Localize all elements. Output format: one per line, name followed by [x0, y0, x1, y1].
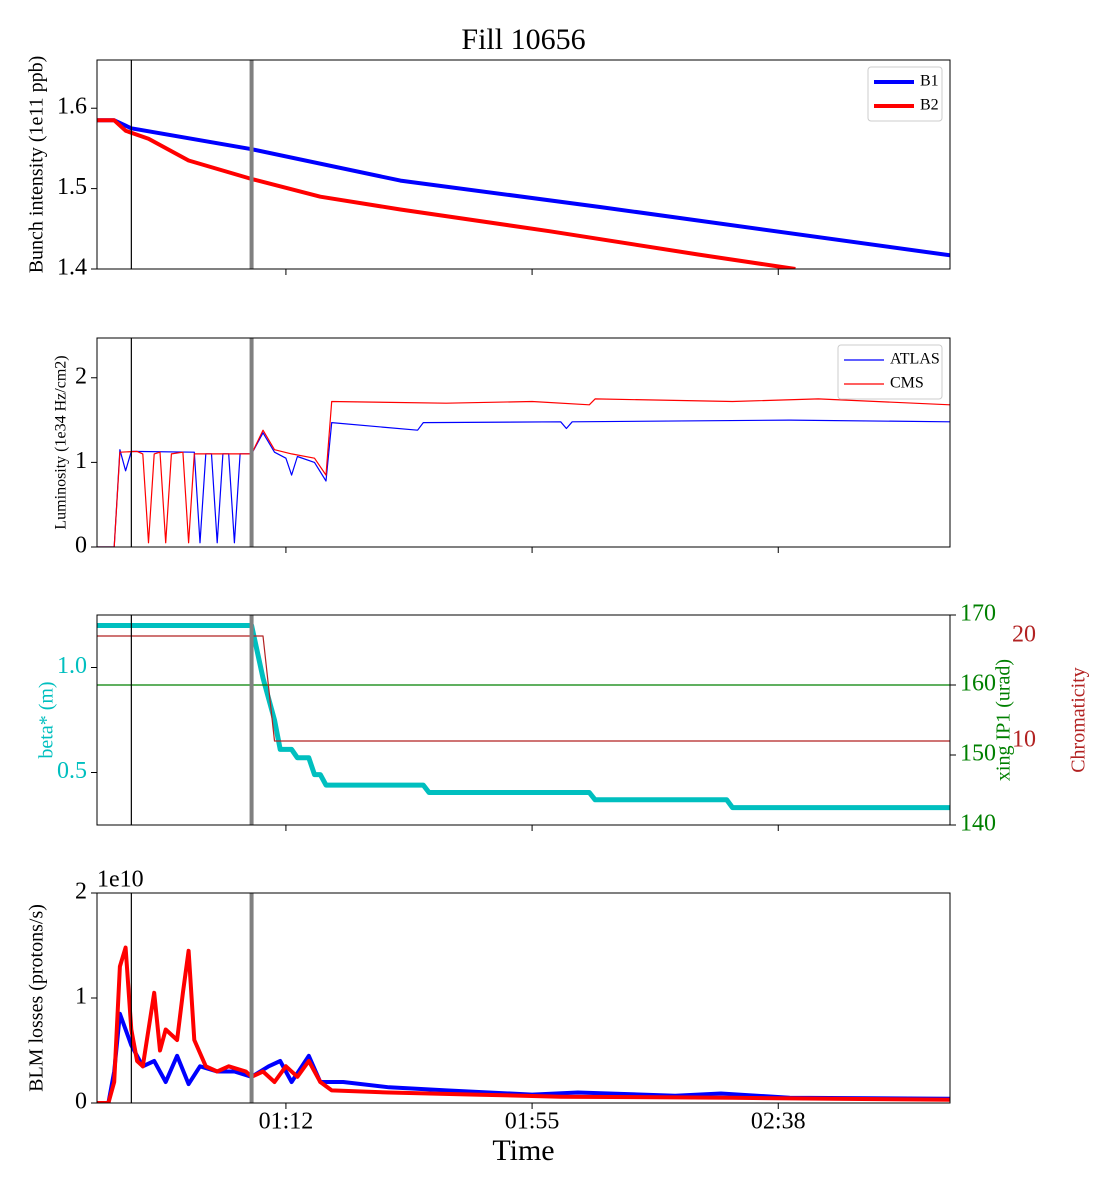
- y-tick-label: 1.0: [57, 653, 87, 679]
- y-tick-label: 1: [75, 984, 87, 1010]
- series-line: [97, 623, 950, 811]
- series-line: [97, 118, 950, 258]
- y-tick-label: 2: [75, 363, 87, 389]
- y-tick-label: 160: [960, 671, 996, 697]
- axes-frame: [96, 59, 951, 270]
- x-tick-label: 01:12: [259, 1109, 314, 1135]
- series-line: [97, 118, 796, 269]
- y-tick-label: 10: [1012, 727, 1036, 753]
- y-tick-label: 1: [75, 448, 87, 474]
- y-tick-label: 140: [960, 811, 996, 837]
- series-line: [97, 1011, 950, 1103]
- y-axis-label: Chromaticity: [1068, 667, 1090, 773]
- axes-frame: [96, 892, 951, 1104]
- x-tick-label: 01:55: [505, 1109, 560, 1135]
- legend-label: CMS: [890, 375, 924, 392]
- legend-box: [837, 344, 943, 400]
- y-tick-label: 170: [960, 601, 996, 627]
- y-axis-label: beta* (m): [36, 681, 58, 758]
- x-axis-label: Time: [492, 1134, 554, 1167]
- x-tick-label: 02:38: [751, 1109, 806, 1135]
- series-line: [97, 945, 950, 1103]
- y-tick-label: 20: [1012, 622, 1036, 648]
- legend-label: B1: [920, 73, 939, 90]
- offset-label: 1e10: [97, 867, 144, 893]
- y-axis-label: Luminosity (1e34 Hz/cm2): [53, 355, 70, 529]
- series-line: [97, 635, 950, 742]
- y-tick-label: 2: [75, 879, 87, 905]
- y-axis-label: xing IP1 (urad): [993, 659, 1015, 781]
- series-line: [97, 398, 950, 547]
- y-tick-label: 0: [75, 1089, 87, 1115]
- chart-title: Fill 10656: [461, 23, 585, 56]
- y-tick-label: 150: [960, 741, 996, 767]
- y-tick-label: 1.6: [57, 94, 87, 120]
- axes-frame: [96, 614, 951, 826]
- y-tick-label: 1.5: [57, 174, 87, 200]
- legend-label: ATLAS: [890, 351, 940, 368]
- y-tick-label: 0.5: [57, 758, 87, 784]
- legend-label: B2: [920, 97, 939, 114]
- axes-frame: [96, 337, 951, 548]
- y-tick-label: 0: [75, 533, 87, 559]
- y-axis-label: Bunch intensity (1e11 ppb): [26, 56, 48, 274]
- series-line: [97, 419, 950, 547]
- y-tick-label: 1.4: [57, 255, 87, 281]
- y-axis-label: BLM losses (protons/s): [26, 904, 48, 1092]
